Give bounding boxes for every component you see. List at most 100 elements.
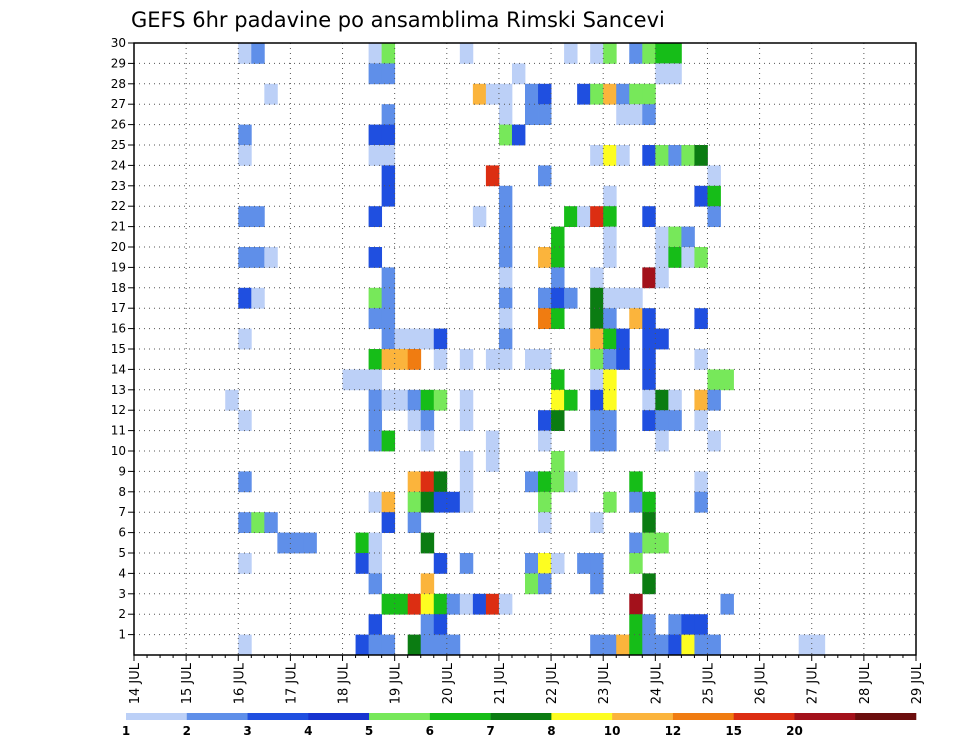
- heatmap-cell: [381, 389, 396, 411]
- colorbar-swatch: [551, 713, 613, 720]
- heatmap-cell: [655, 634, 669, 656]
- heatmap-cell: [603, 43, 617, 64]
- heatmap-cell: [420, 593, 435, 615]
- heatmap-cell: [603, 430, 617, 452]
- colorbar-label: 3: [243, 724, 251, 738]
- heatmap-cell: [642, 410, 656, 431]
- heatmap-cell: [694, 389, 708, 411]
- x-tick-label: 28 JUL: [858, 662, 873, 704]
- heatmap-cell: [603, 328, 617, 350]
- colorbar-swatch: [733, 713, 795, 720]
- heatmap-cell: [525, 104, 539, 125]
- heatmap-cell: [655, 532, 669, 554]
- heatmap-cell: [590, 369, 604, 391]
- heatmap-cell: [433, 553, 448, 574]
- heatmap-cell: [433, 491, 448, 513]
- x-tick-label: 21 JUL: [493, 662, 508, 704]
- heatmap-cell: [694, 247, 708, 268]
- heatmap-cell: [355, 634, 369, 656]
- heatmap-cell: [498, 247, 513, 268]
- heatmap-cell: [433, 349, 448, 370]
- heatmap-cell: [368, 553, 383, 574]
- heatmap-cell: [694, 634, 708, 656]
- y-tick-label: 23: [111, 179, 126, 193]
- heatmap-cell: [433, 593, 448, 615]
- heatmap-cell: [629, 287, 643, 309]
- heatmap-cell: [642, 614, 656, 635]
- chart-title: GEFS 6hr padavine po ansamblima Rimski S…: [131, 8, 665, 32]
- y-tick-label: 22: [111, 199, 126, 213]
- heatmap-cell: [551, 471, 565, 493]
- heatmap-cell: [368, 532, 383, 554]
- heatmap-cell: [707, 430, 721, 452]
- heatmap-cell: [498, 104, 513, 125]
- heatmap-cell: [368, 63, 383, 85]
- heatmap-cell: [681, 226, 695, 248]
- heatmap-cell: [368, 369, 383, 391]
- heatmap-cell: [381, 634, 396, 656]
- heatmap-cell: [616, 145, 630, 166]
- heatmap-cell: [238, 410, 252, 431]
- heatmap-cell: [498, 328, 513, 350]
- heatmap-cell: [590, 573, 604, 595]
- heatmap-cell: [446, 593, 461, 615]
- heatmap-cell: [590, 267, 604, 289]
- heatmap-cell: [655, 410, 669, 431]
- heatmap-cell: [551, 389, 565, 411]
- heatmap-cell: [525, 573, 539, 595]
- heatmap-cell: [498, 349, 513, 370]
- heatmap-cell: [264, 247, 278, 268]
- heatmap-cell: [811, 634, 826, 656]
- heatmap-cell: [655, 389, 669, 411]
- x-tick-label: 23 JUL: [597, 662, 612, 704]
- heatmap-cell: [238, 145, 252, 166]
- heatmap-cell: [251, 247, 265, 268]
- heatmap-cell: [538, 410, 552, 431]
- heatmap-cell: [707, 389, 721, 411]
- heatmap-cell: [590, 410, 604, 431]
- heatmap-cell: [368, 43, 383, 64]
- y-tick-label: 26: [111, 118, 126, 132]
- heatmap-cell: [446, 634, 461, 656]
- y-tick-label: 7: [118, 505, 126, 519]
- heatmap-cell: [407, 349, 422, 370]
- heatmap-cell: [655, 63, 669, 85]
- heatmap-cell: [655, 247, 669, 268]
- heatmap-cell: [603, 83, 617, 105]
- heatmap-cell: [368, 349, 383, 370]
- heatmap-cell: [459, 389, 474, 411]
- y-tick-label: 15: [111, 342, 126, 356]
- heatmap-cell: [681, 614, 695, 635]
- heatmap-cell: [251, 512, 265, 533]
- heatmap-cell: [590, 287, 604, 309]
- heatmap-cell: [420, 430, 435, 452]
- heatmap-cell: [498, 83, 513, 105]
- heatmap-cell: [368, 124, 383, 146]
- heatmap-cell: [629, 83, 643, 105]
- heatmap-cell: [407, 491, 422, 513]
- heatmap-cell: [303, 532, 317, 554]
- heatmap-cell: [642, 267, 656, 289]
- heatmap-cell: [342, 369, 356, 391]
- heatmap-cell: [381, 430, 396, 452]
- x-tick-label: 16 JUL: [232, 662, 247, 704]
- heatmap-cell: [668, 614, 682, 635]
- heatmap-cell: [642, 532, 656, 554]
- heatmap-cell: [238, 206, 252, 227]
- x-axis: 14 JUL 15 JUL 16 JUL 17 JUL 18 JUL 19 JUL 20 J…: [128, 655, 925, 704]
- heatmap-cell: [603, 369, 617, 391]
- heatmap-cell: [590, 512, 604, 533]
- heatmap-cell: [655, 226, 669, 248]
- heatmap-cell: [394, 328, 409, 350]
- heatmap-cell: [668, 247, 682, 268]
- heatmap-cell: [629, 593, 643, 615]
- heatmap-cell: [603, 226, 617, 248]
- heatmap-cell: [238, 43, 252, 64]
- heatmap-cell: [642, 512, 656, 533]
- heatmap-cell: [590, 83, 604, 105]
- colorbar-swatch: [186, 713, 248, 720]
- heatmap-cell: [472, 593, 487, 615]
- heatmap-cell: [381, 185, 396, 207]
- colorbar-swatch: [855, 713, 917, 720]
- x-tick-label: 27 JUL: [806, 662, 821, 704]
